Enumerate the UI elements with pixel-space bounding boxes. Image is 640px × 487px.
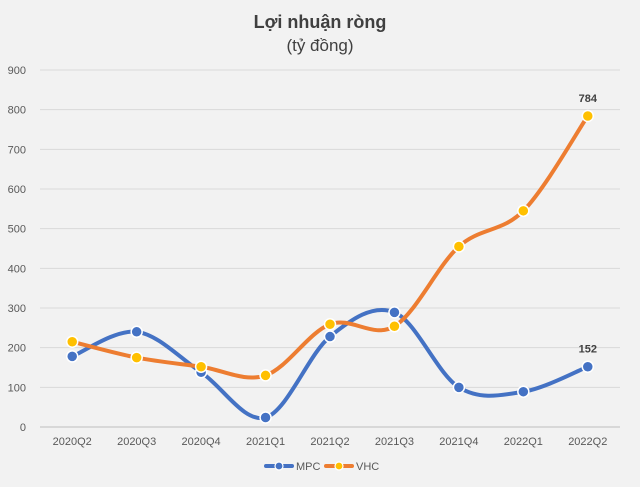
x-tick-label: 2020Q3 — [117, 436, 156, 448]
data-point-vhc — [581, 109, 595, 123]
x-tick-label: 2021Q4 — [439, 436, 478, 448]
legend-label-mpc: MPC — [296, 461, 321, 473]
y-tick-label: 300 — [8, 303, 26, 315]
data-point-mpc — [323, 330, 337, 343]
data-point-mpc — [388, 306, 401, 319]
x-tick-label: 2021Q2 — [310, 436, 349, 448]
series-line-vhc — [70, 114, 590, 380]
legend-label-vhc: VHC — [356, 461, 379, 473]
series-markers — [65, 109, 595, 424]
data-point-mpc — [581, 360, 595, 373]
y-axis: 0 100 200 300 400 500 600 700 800 900 — [8, 65, 26, 434]
data-point-vhc — [259, 369, 272, 382]
y-tick-label: 0 — [20, 422, 26, 434]
data-point-vhc — [517, 204, 530, 218]
data-point-mpc — [259, 411, 272, 424]
x-tick-label: 2020Q4 — [182, 436, 221, 448]
y-tick-label: 700 — [8, 144, 26, 156]
y-tick-label: 400 — [8, 263, 26, 275]
data-point-vhc — [323, 318, 337, 331]
y-tick-label: 200 — [8, 343, 26, 355]
data-point-mpc — [130, 325, 143, 339]
x-tick-label: 2022Q2 — [568, 436, 607, 448]
data-label: 152 — [579, 344, 597, 356]
data-point-vhc — [65, 335, 79, 348]
data-point-mpc — [517, 385, 530, 398]
x-tick-label: 2022Q1 — [504, 436, 543, 448]
legend: MPC VHC — [264, 461, 379, 473]
x-tick-label: 2021Q1 — [246, 436, 285, 448]
y-tick-label: 600 — [8, 184, 26, 196]
data-point-vhc — [130, 351, 143, 364]
y-tick-label: 800 — [8, 105, 26, 117]
data-point-vhc — [194, 360, 208, 373]
chart-subtitle: (tỷ đồng) — [286, 36, 353, 55]
y-tick-label: 500 — [8, 224, 26, 236]
x-tick-label: 2021Q3 — [375, 436, 414, 448]
data-point-mpc — [65, 350, 79, 363]
y-tick-label: 100 — [8, 382, 26, 394]
legend-marker-vhc — [334, 461, 344, 471]
data-label: 784 — [579, 93, 598, 105]
chart-title: Lợi nhuận ròng — [254, 12, 387, 32]
data-labels: 784 152 — [579, 93, 598, 356]
gridlines — [40, 69, 620, 428]
data-point-mpc — [452, 381, 466, 394]
x-tick-label: 2020Q2 — [53, 436, 92, 448]
data-point-vhc — [452, 240, 466, 253]
data-point-vhc — [388, 319, 401, 333]
y-tick-label: 900 — [8, 65, 26, 77]
legend-marker-mpc — [274, 461, 284, 471]
x-axis: 2020Q2 2020Q3 2020Q4 2021Q1 2021Q2 2021Q3 2021… — [53, 436, 608, 448]
